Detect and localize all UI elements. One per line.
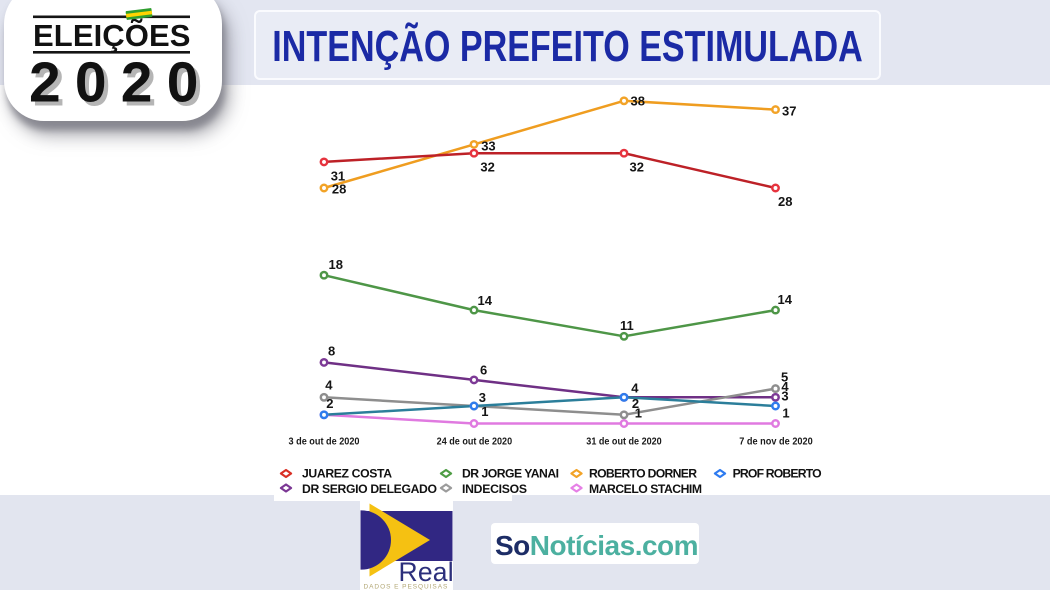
svg-text:2: 2 xyxy=(326,396,333,411)
svg-text:Real: Real xyxy=(399,557,454,587)
svg-text:ELEIÇÕES: ELEIÇÕES xyxy=(33,17,191,53)
svg-text:5: 5 xyxy=(781,369,788,384)
svg-text:1: 1 xyxy=(635,405,642,420)
svg-text:3: 3 xyxy=(781,388,788,403)
svg-text:INDECISOS: INDECISOS xyxy=(462,482,527,496)
svg-text:8: 8 xyxy=(328,343,335,358)
svg-text:31 de out de 2020: 31 de out de 2020 xyxy=(586,436,662,448)
svg-text:4: 4 xyxy=(781,379,789,394)
svg-text:DADOS E PESQUISAS: DADOS E PESQUISAS xyxy=(364,584,449,590)
svg-text:3: 3 xyxy=(479,390,486,405)
svg-text:28: 28 xyxy=(778,194,792,209)
svg-text:DR SERGIO DELEGADO: DR SERGIO DELEGADO xyxy=(302,482,437,496)
svg-text:28: 28 xyxy=(332,182,346,197)
svg-text:14: 14 xyxy=(478,293,493,308)
svg-text:3 de out de 2020: 3 de out de 2020 xyxy=(289,436,360,448)
svg-text:ROBERTO DORNER: ROBERTO DORNER xyxy=(589,467,697,481)
svg-text:32: 32 xyxy=(630,160,644,175)
svg-text:1: 1 xyxy=(481,404,488,419)
svg-text:18: 18 xyxy=(329,257,343,272)
svg-text:DR JORGE YANAI: DR JORGE YANAI xyxy=(462,467,559,481)
svg-text:6: 6 xyxy=(480,363,487,378)
svg-text:PROF ROBERTO: PROF ROBERTO xyxy=(733,467,822,481)
svg-text:1: 1 xyxy=(782,406,789,421)
svg-text:2020: 2020 xyxy=(33,55,217,119)
svg-text:31: 31 xyxy=(331,168,345,183)
svg-text:24 de out de 2020: 24 de out de 2020 xyxy=(437,436,513,448)
svg-text:37: 37 xyxy=(782,104,796,119)
svg-text:14: 14 xyxy=(778,292,793,307)
svg-text:11: 11 xyxy=(620,318,634,333)
svg-text:33: 33 xyxy=(481,138,495,153)
svg-text:JUAREZ COSTA: JUAREZ COSTA xyxy=(302,467,392,481)
svg-text:2: 2 xyxy=(632,396,639,411)
svg-text:INTENÇÃO PREFEITO ESTIMULADA: INTENÇÃO PREFEITO ESTIMULADA xyxy=(272,22,862,71)
svg-text:4: 4 xyxy=(631,380,639,395)
svg-text:MARCELO STACHIM: MARCELO STACHIM xyxy=(589,482,702,496)
svg-text:38: 38 xyxy=(631,93,645,108)
svg-text:7 de nov de 2020: 7 de nov de 2020 xyxy=(739,436,813,448)
svg-text:2020: 2020 xyxy=(29,51,213,115)
svg-text:4: 4 xyxy=(325,378,333,393)
svg-text:32: 32 xyxy=(480,160,494,175)
